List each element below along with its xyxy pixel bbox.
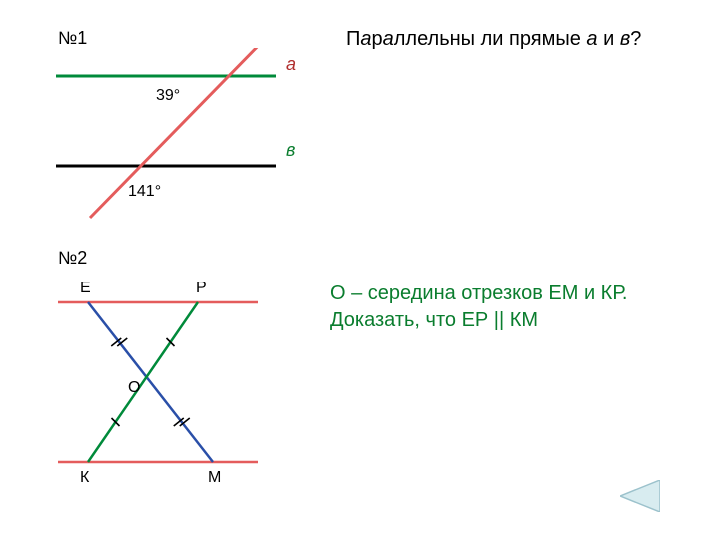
point-e: Е (80, 282, 91, 296)
nav-back-button[interactable] (620, 480, 660, 512)
problem-1-diagram: а в 39° 141° (48, 48, 328, 228)
nav-back-icon (620, 480, 660, 512)
transversal (90, 48, 266, 218)
point-p: Р (196, 282, 207, 296)
segment-kp (88, 302, 198, 462)
angle-141: 141° (128, 183, 161, 200)
angle-39: 39° (156, 87, 180, 104)
point-o: О (128, 379, 140, 396)
question-text: Параллельны ли прямые а и в? (346, 28, 641, 51)
problem-1-label: №1 (58, 28, 87, 49)
point-k: К (80, 469, 90, 486)
problem-2-diagram: Е Р К М О (58, 282, 278, 492)
problem-2-statement: О – середина отрезков ЕМ и КР.Доказать, … (330, 280, 660, 334)
problem-2-label: №2 (58, 248, 87, 269)
label-line-b: в (286, 140, 295, 160)
point-m: М (208, 469, 221, 486)
label-line-a: а (286, 54, 296, 74)
segment-em (88, 302, 213, 462)
